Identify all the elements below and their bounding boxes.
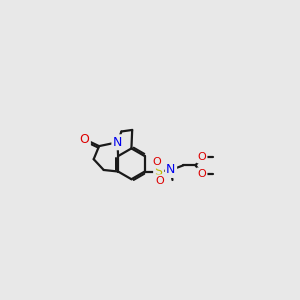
- Text: O: O: [156, 176, 164, 186]
- Text: N: N: [166, 164, 176, 176]
- Text: N: N: [113, 136, 122, 149]
- Text: O: O: [197, 169, 206, 179]
- Text: O: O: [153, 157, 161, 167]
- Text: O: O: [80, 133, 89, 146]
- Text: S: S: [154, 165, 163, 178]
- Text: O: O: [197, 152, 206, 162]
